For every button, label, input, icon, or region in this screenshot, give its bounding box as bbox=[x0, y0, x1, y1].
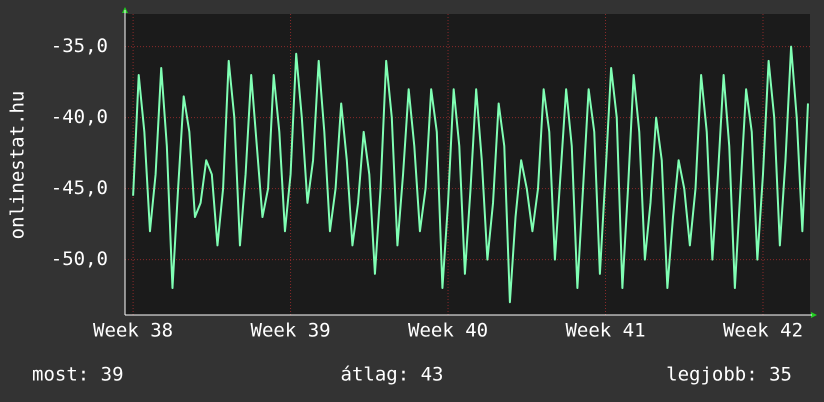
x-tick-label: Week 40 bbox=[408, 320, 488, 342]
footer-best: legjobb: 35 bbox=[666, 364, 792, 386]
x-tick-label: Week 38 bbox=[93, 320, 173, 342]
x-tick-label: Week 39 bbox=[251, 320, 331, 342]
y-tick-label: -35,0 bbox=[51, 35, 108, 57]
axis-arrow bbox=[811, 312, 817, 318]
y-tick-label: -50,0 bbox=[51, 248, 108, 270]
footer-current: most: 39 bbox=[32, 364, 124, 386]
data-line bbox=[132, 45, 809, 304]
x-tick-label: Week 42 bbox=[723, 320, 803, 342]
x-tick-label: Week 41 bbox=[565, 320, 645, 342]
footer-average: átlag: 43 bbox=[341, 364, 444, 386]
y-tick-label: -45,0 bbox=[51, 177, 108, 199]
y-axis-label: onlinestat.hu bbox=[7, 91, 29, 240]
y-tick-label: -40,0 bbox=[51, 106, 108, 128]
